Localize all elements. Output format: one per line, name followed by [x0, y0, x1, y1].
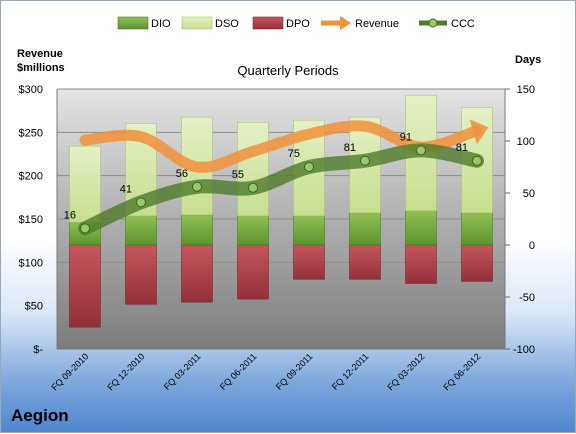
- legend-label: DIO: [151, 18, 171, 30]
- right-tick-label: 0: [529, 240, 535, 252]
- left-axis-label-line1: Revenue: [17, 48, 63, 60]
- plot-area: [57, 88, 505, 350]
- legend-arrowhead: [340, 16, 351, 30]
- dio-bar: [237, 215, 269, 246]
- x-tick-label: FQ 03-2012: [385, 351, 426, 392]
- ccc-data-label: 56: [176, 168, 188, 180]
- ccc-point: [360, 155, 370, 166]
- left-tick-label: $200: [19, 171, 43, 183]
- x-tick-label: FQ 12-2010: [105, 351, 146, 392]
- ccc-data-label: 81: [456, 142, 468, 154]
- right-tick-label: -100: [513, 344, 535, 356]
- dio-bar: [125, 215, 157, 246]
- ccc-point: [248, 182, 258, 193]
- legend-swatch: [252, 16, 284, 30]
- legend: DIO DSO DPO Revenue CCC: [117, 16, 475, 30]
- dpo-bar: [349, 244, 381, 280]
- company-name: Aegion: [11, 406, 69, 425]
- left-tick-label: $50: [25, 301, 43, 313]
- left-tick-label: $-: [33, 344, 43, 356]
- legend-marker: [428, 18, 438, 28]
- legend-label: CCC: [451, 18, 475, 30]
- ccc-data-label: 81: [344, 142, 356, 154]
- right-tick-label: 150: [517, 84, 535, 96]
- ccc-point: [304, 162, 314, 172]
- legend-label: Revenue: [355, 18, 399, 30]
- legend-label: DPO: [286, 18, 310, 30]
- ccc-data-label: 41: [120, 183, 132, 195]
- left-tick-label: $100: [19, 257, 43, 269]
- dio-bar: [461, 212, 493, 246]
- dpo-bar: [461, 244, 493, 282]
- dio-bar: [181, 214, 213, 246]
- right-tick-label: -50: [519, 292, 535, 304]
- legend-swatch: [117, 16, 149, 30]
- dpo-bar: [293, 244, 325, 280]
- x-tick-label: FQ 03-2011: [162, 351, 203, 392]
- legend-label: DSO: [215, 18, 239, 30]
- dpo-bar: [69, 244, 101, 328]
- ccc-data-label: 75: [288, 148, 300, 160]
- ccc-point: [472, 155, 482, 166]
- x-tick-label: FQ 09-2011: [274, 351, 315, 392]
- dso-bar: [69, 145, 101, 223]
- left-axis-label-line2: $millions: [17, 62, 65, 74]
- dso-bar: [237, 121, 269, 217]
- x-tick-label: FQ 06-2012: [441, 351, 482, 392]
- ccc-point: [136, 197, 146, 208]
- ccc-point: [192, 181, 202, 192]
- legend-swatch: [181, 16, 213, 30]
- left-tick-label: $150: [19, 214, 43, 226]
- dio-bar: [349, 212, 381, 246]
- ccc-data-label: 91: [400, 131, 412, 143]
- dio-bar: [293, 215, 325, 246]
- line-series: 16 41 56 55 75 81 91 81: [64, 119, 489, 236]
- ccc-data-label: 16: [64, 209, 76, 221]
- dio-bar: [405, 210, 437, 246]
- x-tick-label: FQ 09-2010: [49, 351, 90, 392]
- left-tick-label: $300: [19, 84, 43, 96]
- chart-title: Quarterly Periods: [237, 63, 339, 78]
- dpo-bar: [237, 244, 269, 300]
- dpo-bar: [405, 244, 437, 284]
- revenue-arrowhead: [469, 119, 489, 145]
- ccc-point: [416, 145, 426, 156]
- right-tick-label: 50: [523, 188, 535, 200]
- right-axis-label: Days: [515, 54, 541, 66]
- right-tick-label: 100: [517, 136, 535, 148]
- dpo-bar: [181, 244, 213, 303]
- left-tick-label: $250: [19, 127, 43, 139]
- x-tick-label: FQ 12-2011: [330, 351, 371, 392]
- x-tick-label: FQ 06-2011: [218, 351, 259, 392]
- ccc-point: [80, 223, 90, 234]
- dpo-bar: [125, 244, 157, 305]
- ccc-data-label: 55: [232, 169, 244, 181]
